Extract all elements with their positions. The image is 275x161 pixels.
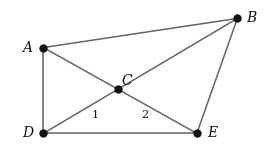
Text: 2: 2 — [141, 110, 148, 120]
Text: 1: 1 — [92, 110, 99, 120]
Text: E: E — [208, 126, 218, 140]
Text: B: B — [247, 11, 257, 25]
Text: C: C — [121, 74, 132, 88]
Text: A: A — [23, 41, 32, 55]
Text: D: D — [22, 126, 33, 140]
